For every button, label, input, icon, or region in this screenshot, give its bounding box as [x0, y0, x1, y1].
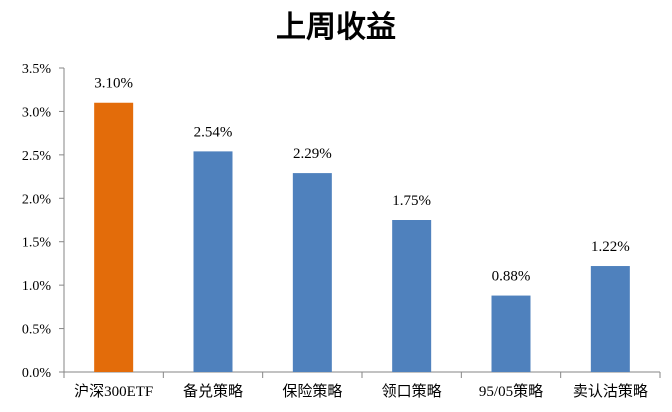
bar: [292, 173, 332, 372]
bars: [94, 102, 630, 372]
x-tick-label: 95/05策略: [479, 383, 543, 400]
x-tick-label: 领口策略: [382, 383, 442, 400]
data-label: 1.75%: [392, 193, 431, 209]
y-tick-label: 3.0%: [22, 105, 52, 120]
y-tick-label: 1.0%: [22, 279, 52, 294]
x-tick-label: 保险策略: [282, 383, 342, 400]
y-axis: 0.0% 0.5% 1.0% 1.5% 2.0% 2.5% 3.0% 3.5%: [22, 62, 65, 381]
y-tick-label: 1.5%: [22, 236, 52, 251]
y-tick-label: 3.5%: [22, 62, 52, 77]
x-axis: 沪深300ETF 备兑策略 保险策略 领口策略 95/05策略 卖认沽策略: [63, 371, 661, 400]
chart-title: 上周收益: [276, 10, 396, 45]
data-label: 1.22%: [591, 239, 630, 255]
x-tick-label: 沪深300ETF: [74, 383, 153, 400]
x-tick-label: 卖认沽策略: [573, 383, 648, 400]
bar: [193, 151, 233, 372]
data-labels: 3.10% 2.54% 2.29% 1.75% 0.88% 1.22%: [94, 76, 629, 285]
data-label: 3.10%: [94, 76, 133, 92]
bar: [392, 220, 432, 372]
data-label: 0.88%: [492, 269, 531, 285]
data-label: 2.29%: [293, 146, 332, 162]
bar: [590, 266, 630, 372]
bar: [491, 295, 531, 372]
y-tick-label: 2.5%: [22, 149, 52, 164]
y-tick-label: 0.0%: [22, 366, 52, 381]
y-tick-label: 2.0%: [22, 192, 52, 207]
x-tick-label: 备兑策略: [183, 383, 243, 400]
data-label: 2.54%: [194, 124, 233, 140]
bar: [94, 102, 134, 372]
y-tick-label: 0.5%: [22, 323, 52, 338]
